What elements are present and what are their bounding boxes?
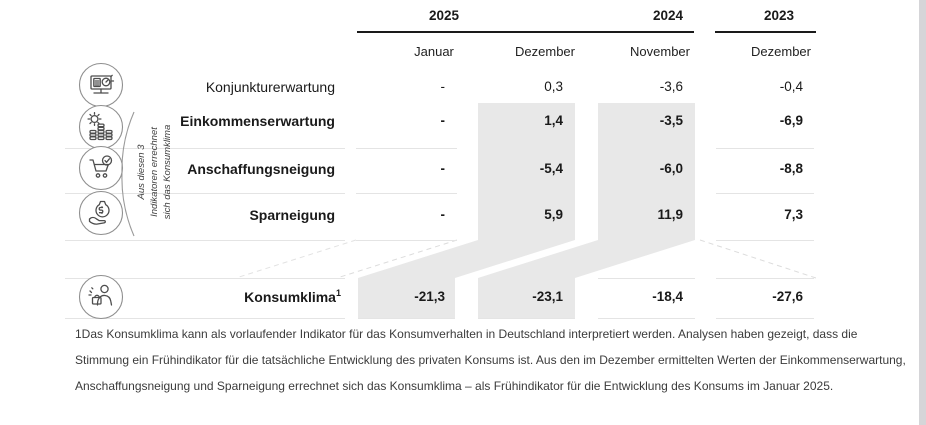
vertical-scrollbar[interactable] [919, 0, 926, 425]
row-separator [65, 278, 345, 279]
cell-value: 1,4 [544, 113, 563, 128]
cell-value: - [440, 161, 446, 176]
row-separator [356, 193, 457, 194]
header-underline [715, 31, 816, 33]
row-label-sparneigung: Sparneigung [249, 207, 335, 223]
header-underline [357, 31, 694, 33]
row-separator [716, 240, 814, 241]
row-separator [65, 193, 345, 194]
economy-monitor-icon [78, 62, 124, 108]
shaded-cell-konsumklima-1 [358, 278, 455, 318]
year-header-2023: 2023 [763, 8, 795, 23]
konsumklima-label: Konsumklima [244, 289, 336, 305]
row-separator [478, 318, 575, 319]
row-separator [356, 148, 457, 149]
row-separator [356, 240, 457, 241]
dashed-guide-line [699, 239, 817, 279]
consumer-climate-icon [78, 274, 124, 320]
row-label-einkommenserwartung: Einkommenserwartung [180, 113, 335, 129]
row-label-konsumklima: Konsumklima1 [61, 288, 341, 305]
shaded-column-dezember-2024 [478, 103, 575, 240]
footnote-text: 1Das Konsumklima kann als vorlaufender I… [75, 327, 906, 393]
transition-band-right [478, 240, 695, 278]
cell-value: -8,8 [779, 161, 803, 176]
row-separator [716, 193, 814, 194]
cell-value: -27,6 [772, 289, 803, 304]
cell-value: -6,0 [659, 161, 683, 176]
row-separator [598, 278, 695, 279]
month-header-dezember-2024: Dezember [515, 44, 575, 59]
income-coins-icon [78, 104, 124, 150]
row-separator [358, 318, 455, 319]
row-separator [716, 278, 814, 279]
year-header-2024: 2024 [652, 8, 684, 23]
shaded-column-november-2024 [598, 103, 695, 240]
cell-value: -5,4 [539, 161, 563, 176]
cell-value: 0,3 [544, 79, 563, 94]
row-separator [716, 318, 814, 319]
month-header-januar: Januar [414, 44, 454, 59]
row-separator [716, 148, 814, 149]
saving-hand-icon [78, 190, 124, 236]
cell-value: -3,6 [659, 79, 683, 94]
purchase-cart-icon [78, 145, 124, 191]
row-separator [65, 240, 345, 241]
month-header-november-2024: November [630, 44, 690, 59]
cell-value: -3,5 [659, 113, 683, 128]
row-separator [598, 318, 695, 319]
cell-value: -23,1 [532, 289, 563, 304]
row-label-konjunkturerwartung: Konjunkturerwartung [205, 79, 335, 95]
cell-value: -21,3 [414, 289, 445, 304]
row-separator [65, 318, 345, 319]
year-header-2025: 2025 [428, 8, 460, 23]
shaded-cell-konsumklima-2 [478, 278, 575, 318]
cell-value: - [440, 113, 446, 128]
cell-value: 11,9 [657, 207, 683, 222]
cell-value: 5,9 [544, 207, 563, 222]
cell-value: - [440, 79, 446, 94]
footnote-marker: 1 [335, 288, 341, 298]
cell-value: -6,9 [779, 113, 803, 128]
dashed-guide-line [336, 239, 458, 279]
grouping-brace [121, 111, 135, 237]
dashed-guide-line [235, 239, 357, 279]
cell-value: 7,3 [784, 207, 803, 222]
cell-value: - [440, 207, 446, 222]
transition-band-left [358, 240, 575, 278]
row-separator [65, 148, 345, 149]
cell-value: -18,4 [652, 289, 683, 304]
cell-value: -0,4 [779, 79, 803, 94]
month-header-dezember-2023: Dezember [751, 44, 811, 59]
row-label-anschaffungsneigung: Anschaffungsneigung [187, 161, 335, 177]
